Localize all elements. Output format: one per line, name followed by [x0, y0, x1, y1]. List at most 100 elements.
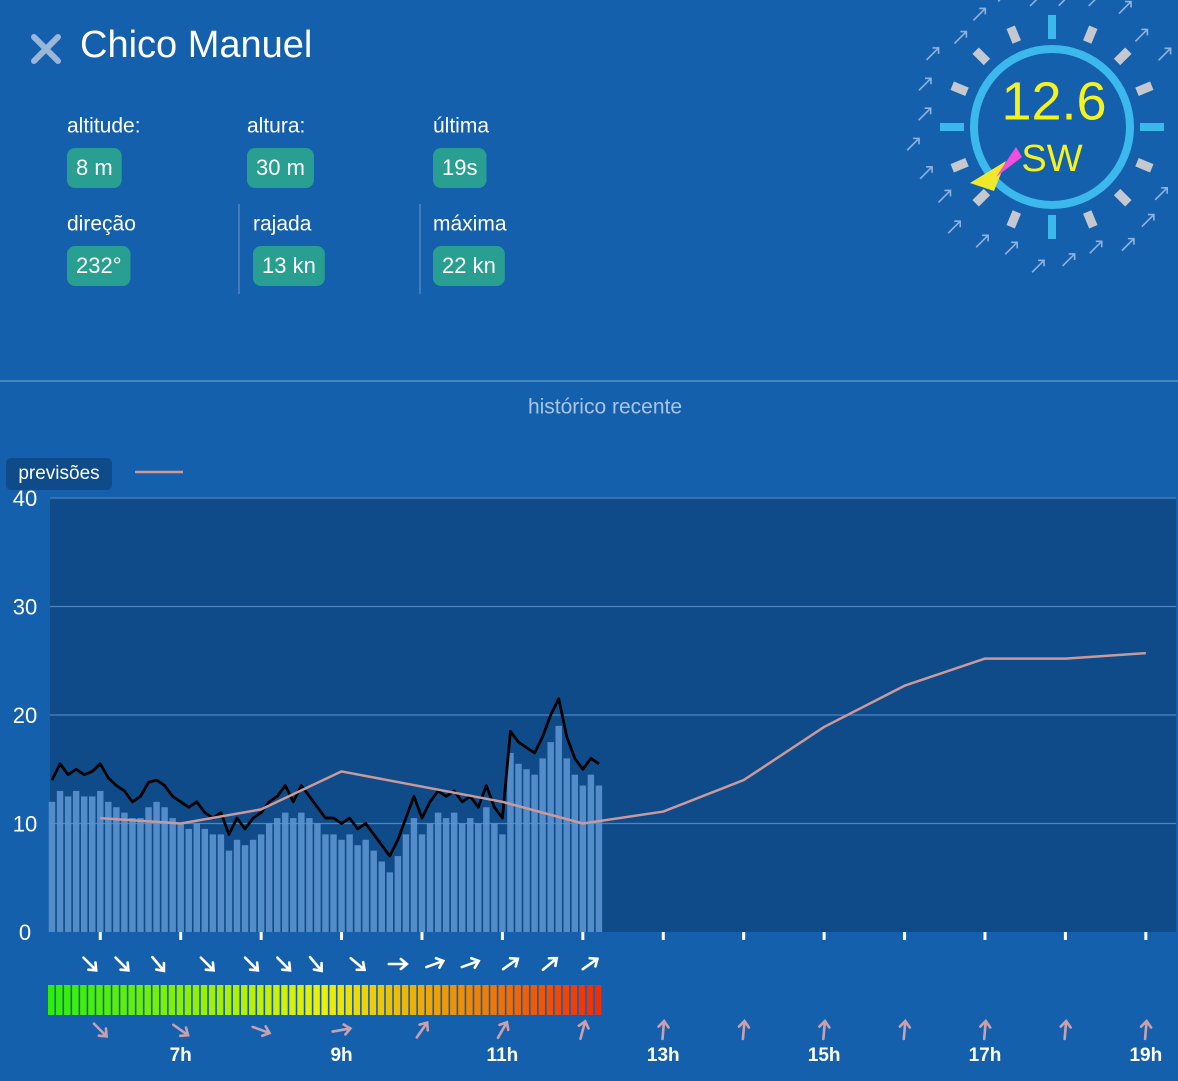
bar [314, 823, 321, 932]
direction-arrow [1139, 1019, 1153, 1041]
stat-label: direção [67, 213, 136, 236]
bar [442, 818, 450, 932]
station-title: Chico Manuel [80, 24, 312, 66]
direction-arrow [425, 956, 446, 969]
x-tick-label: 13h [647, 1045, 680, 1066]
chart-title: histórico recente [528, 396, 682, 419]
direction-arrow [978, 1019, 992, 1041]
x-tick-label: 15h [808, 1045, 841, 1066]
gauge-spoke [1006, 25, 1021, 44]
gauge-spoke [1006, 210, 1021, 229]
bar [483, 807, 490, 932]
bar [89, 796, 96, 932]
bar [362, 839, 369, 932]
direction-arrow [460, 956, 481, 969]
color-strip-cell [337, 985, 344, 1015]
direction-arrow [1059, 1019, 1072, 1041]
color-strip-cell [409, 985, 417, 1015]
bar [145, 807, 152, 932]
bar [137, 818, 144, 932]
bar [241, 845, 249, 932]
color-strip-cell [72, 985, 79, 1015]
bar [153, 801, 160, 932]
stat: altura: 30 m [247, 115, 314, 188]
bar [426, 823, 434, 932]
bar [338, 839, 345, 932]
gauge-small-arrow [918, 107, 932, 121]
stat-value: 30 m [256, 155, 305, 180]
color-strip-cell [152, 985, 159, 1015]
bar [370, 850, 377, 932]
color-strip-cell [345, 985, 353, 1015]
gauge-small-arrow [1029, 0, 1038, 7]
color-strip-cell [144, 985, 151, 1015]
color-strip-cell [361, 985, 369, 1015]
stat: direção 232° [67, 213, 136, 286]
stat-value: 19s [442, 155, 477, 180]
color-strip-cell [208, 985, 216, 1015]
gauge-small-arrow [953, 30, 968, 45]
color-strip-cell [257, 985, 264, 1015]
color-strip-cell [530, 985, 537, 1015]
color-strip-cell [377, 985, 385, 1015]
direction-arrow [251, 1025, 272, 1038]
direction-arrow [541, 956, 559, 972]
color-strip-cell [168, 985, 176, 1015]
bar [354, 845, 361, 932]
bar [185, 828, 192, 932]
stat: altitude: 8 m [67, 115, 141, 188]
gauge-spoke [972, 188, 991, 207]
gauge-spoke [972, 47, 991, 66]
color-strip-cell [586, 985, 594, 1015]
stat-value: 8 m [76, 155, 113, 180]
stat-pill [433, 148, 487, 188]
direction-arrow [577, 1019, 590, 1040]
bar [394, 856, 402, 932]
color-strip-cell [184, 985, 192, 1015]
color-strip-cell [249, 985, 256, 1015]
x-tick-label: 19h [1129, 1045, 1162, 1066]
color-strip-cell [417, 985, 425, 1015]
color-strip-cell [56, 985, 63, 1015]
stat: rajada 13 kn [253, 213, 325, 286]
x-tick-label: 17h [969, 1045, 1002, 1066]
gauge-speed: 12.6 [1001, 71, 1106, 131]
gauge-spoke [1135, 81, 1154, 96]
gauge-small-arrow [1134, 28, 1149, 42]
gauge-spoke [1083, 25, 1098, 44]
bar [531, 774, 538, 932]
color-strip-cell [594, 985, 602, 1015]
direction-arrow [275, 956, 292, 972]
bar [579, 785, 587, 932]
gauge-small-arrow [906, 137, 920, 151]
bar [105, 801, 112, 932]
stat-label: rajada [253, 213, 312, 236]
color-strip-cell [578, 985, 586, 1015]
direction-arrow [82, 956, 98, 972]
gauge-small-arrow [972, 7, 987, 21]
bar [249, 839, 257, 932]
color-strip-cell [393, 985, 401, 1015]
legend-label: previsões [18, 463, 99, 484]
gauge-small-arrow [1089, 240, 1103, 254]
bar [233, 839, 241, 932]
stat-pill [67, 148, 122, 188]
stat-pill [253, 246, 325, 286]
bar [177, 823, 184, 932]
gauge-small-arrow [1121, 237, 1135, 252]
bar [467, 818, 474, 932]
bar [386, 872, 394, 932]
color-strip-cell [369, 985, 377, 1015]
bar [217, 834, 225, 932]
color-strip-cell [281, 985, 288, 1015]
gauge-small-arrow [1004, 241, 1019, 255]
gauge-spoke [1135, 158, 1154, 173]
color-strip-cell [96, 985, 103, 1015]
close-icon[interactable] [31, 34, 61, 64]
direction-arrow [114, 956, 130, 972]
bar [201, 828, 209, 932]
gauge-small-arrow [1141, 213, 1155, 228]
x-tick-label: 9h [330, 1045, 352, 1066]
color-strip-cell [482, 985, 489, 1015]
bar [306, 818, 313, 932]
